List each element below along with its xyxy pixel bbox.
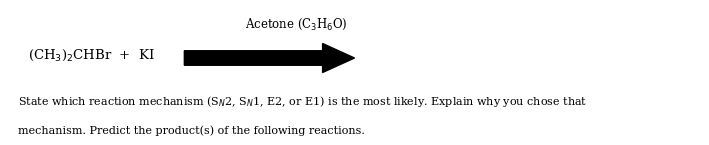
Text: Acetone (C$_3$H$_6$O): Acetone (C$_3$H$_6$O) (245, 17, 347, 32)
Text: (CH$_3$)$_2$CHBr  +  KI: (CH$_3$)$_2$CHBr + KI (28, 48, 155, 63)
Text: mechanism. Predict the product(s) of the following reactions.: mechanism. Predict the product(s) of the… (18, 125, 364, 136)
FancyArrow shape (184, 44, 354, 72)
Text: State which reaction mechanism (S$_N$2, S$_N$1, E2, or E1) is the most likely. E: State which reaction mechanism (S$_N$2, … (18, 94, 587, 109)
